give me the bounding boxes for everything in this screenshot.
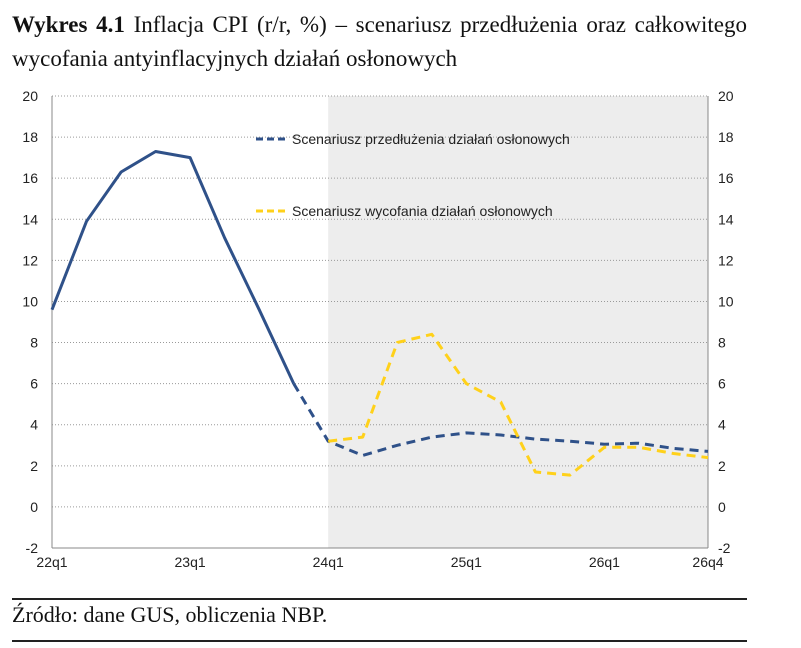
y-tick-label-right: 4 bbox=[718, 417, 726, 433]
chart-title-label: Wykres 4.1 bbox=[12, 12, 125, 37]
legend-label: Scenariusz przedłużenia działań osłonowy… bbox=[292, 131, 570, 147]
chart-title: Wykres 4.1 Inflacja CPI (r/r, %) – scena… bbox=[12, 8, 747, 76]
chart-title-text: Inflacja CPI (r/r, %) – scenariusz przed… bbox=[12, 12, 748, 71]
y-tick-label-left: 20 bbox=[22, 88, 38, 104]
y-tick-label-left: 18 bbox=[22, 129, 38, 145]
legend-label: Scenariusz wycofania działań osłonowych bbox=[292, 203, 553, 219]
y-tick-label-right: 2 bbox=[718, 458, 726, 474]
y-tick-label-right: 10 bbox=[718, 293, 734, 309]
projection-shading bbox=[328, 96, 708, 548]
y-tick-label-left: -2 bbox=[26, 540, 39, 556]
y-tick-label-right: 14 bbox=[718, 211, 734, 227]
y-tick-label-right: -2 bbox=[718, 540, 731, 556]
top-rule bbox=[12, 598, 747, 600]
x-tick-label: 26q1 bbox=[589, 554, 620, 570]
y-tick-label-left: 6 bbox=[30, 376, 38, 392]
series-line-withdrawal bbox=[328, 332, 709, 477]
line-chart: -2 -2 0 0 2 2 4 4 6 6 8 8 10 10 12 12 14 14 16 16 18 18 20 20 22… bbox=[22, 88, 734, 570]
y-tick-label-right: 0 bbox=[718, 499, 726, 515]
y-tick-label-right: 12 bbox=[718, 252, 734, 268]
x-tick-label: 22q1 bbox=[36, 554, 67, 570]
x-tick-label: 26q4 bbox=[692, 554, 723, 570]
y-tick-label-left: 10 bbox=[22, 293, 38, 309]
y-tick-label-left: 0 bbox=[30, 499, 38, 515]
source-note: Źródło: dane GUS, obliczenia NBP. bbox=[12, 602, 328, 627]
y-tick-label-right: 6 bbox=[718, 376, 726, 392]
y-tick-label-left: 12 bbox=[22, 252, 38, 268]
y-tick-label-left: 16 bbox=[22, 170, 38, 186]
y-tick-label-right: 20 bbox=[718, 88, 734, 104]
y-tick-label-right: 16 bbox=[718, 170, 734, 186]
series-line-extension bbox=[292, 382, 709, 457]
bottom-rule bbox=[12, 640, 747, 642]
y-tick-label-left: 8 bbox=[30, 335, 38, 351]
y-tick-label-left: 2 bbox=[30, 458, 38, 474]
y-tick-label-left: 14 bbox=[22, 211, 38, 227]
y-tick-label-left: 4 bbox=[30, 417, 38, 433]
history-line bbox=[50, 150, 296, 385]
y-tick-label-right: 8 bbox=[718, 335, 726, 351]
y-tick-label-right: 18 bbox=[718, 129, 734, 145]
x-tick-label: 25q1 bbox=[451, 554, 482, 570]
x-tick-label: 24q1 bbox=[313, 554, 344, 570]
x-tick-label: 23q1 bbox=[175, 554, 206, 570]
